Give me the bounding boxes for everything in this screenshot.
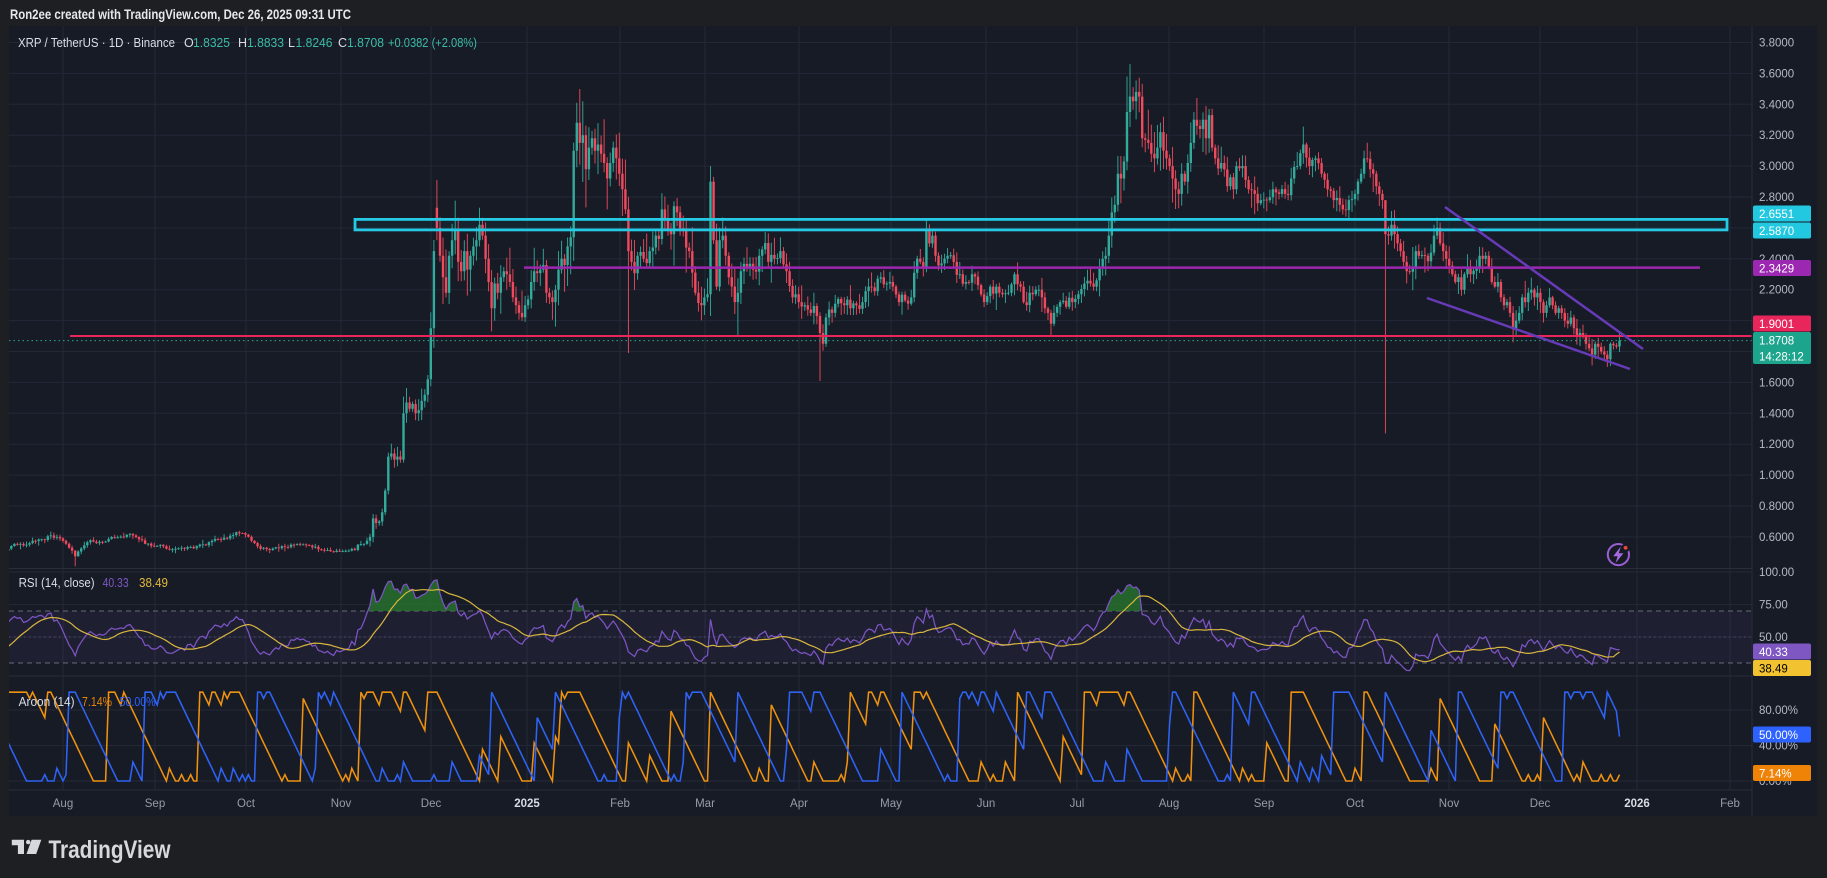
svg-text:3.8000: 3.8000: [1759, 38, 1794, 50]
svg-text:O: O: [184, 36, 194, 50]
svg-text:Apr: Apr: [790, 798, 808, 810]
svg-text:Nov: Nov: [1439, 798, 1460, 810]
svg-text:L: L: [288, 36, 295, 50]
svg-text:2.5870: 2.5870: [1759, 226, 1794, 238]
svg-text:Aug: Aug: [1159, 798, 1179, 810]
svg-text:1.8325: 1.8325: [193, 36, 230, 50]
svg-text:50.00%: 50.00%: [120, 695, 156, 709]
svg-text:H: H: [238, 36, 247, 50]
svg-text:3.0000: 3.0000: [1759, 161, 1794, 173]
svg-text:80.00%: 80.00%: [1759, 705, 1798, 717]
svg-text:Feb: Feb: [1720, 798, 1740, 810]
svg-text:Ron2ee created with TradingVie: Ron2ee created with TradingView.com, Dec…: [10, 6, 351, 22]
svg-text:XRP / TetherUS · 1D · Binance: XRP / TetherUS · 1D · Binance: [18, 36, 175, 50]
svg-text:Aug: Aug: [53, 798, 73, 810]
svg-text:2.2000: 2.2000: [1759, 285, 1794, 297]
svg-text:1.8708: 1.8708: [347, 36, 384, 50]
svg-text:50.00: 50.00: [1759, 632, 1788, 644]
svg-text:2026: 2026: [1624, 798, 1650, 810]
svg-text:1.4000: 1.4000: [1759, 408, 1794, 420]
svg-text:+0.0382 (+2.08%): +0.0382 (+2.08%): [388, 36, 477, 50]
svg-text:Oct: Oct: [237, 798, 256, 810]
svg-text:40.00%: 40.00%: [1759, 741, 1798, 753]
svg-text:May: May: [880, 798, 902, 810]
svg-text:0.6000: 0.6000: [1759, 532, 1794, 544]
svg-text:3.4000: 3.4000: [1759, 99, 1794, 111]
svg-text:2025: 2025: [514, 798, 540, 810]
svg-text:1.6000: 1.6000: [1759, 377, 1794, 389]
svg-text:Dec: Dec: [421, 798, 442, 810]
svg-text:38.49: 38.49: [1759, 664, 1788, 676]
svg-text:Sep: Sep: [1254, 798, 1274, 810]
svg-text:100.00: 100.00: [1759, 567, 1794, 579]
svg-text:1.8246: 1.8246: [296, 36, 333, 50]
svg-text:Mar: Mar: [695, 798, 715, 810]
svg-text:Nov: Nov: [331, 798, 352, 810]
svg-text:2.3429: 2.3429: [1759, 264, 1794, 276]
svg-text:3.6000: 3.6000: [1759, 68, 1794, 80]
svg-text:0.8000: 0.8000: [1759, 501, 1794, 513]
svg-text:1.9001: 1.9001: [1759, 319, 1794, 331]
svg-text:Jul: Jul: [1070, 798, 1085, 810]
svg-text:2.8000: 2.8000: [1759, 192, 1794, 204]
svg-text:7.14%: 7.14%: [1759, 769, 1792, 781]
svg-text:TradingView: TradingView: [49, 836, 171, 864]
svg-text:1.0000: 1.0000: [1759, 470, 1794, 482]
svg-text:40.33: 40.33: [1759, 647, 1788, 659]
svg-text:3.2000: 3.2000: [1759, 130, 1794, 142]
svg-text:RSI (14, close): RSI (14, close): [19, 576, 95, 590]
svg-text:Jun: Jun: [977, 798, 996, 810]
svg-text:7.14%: 7.14%: [82, 695, 112, 709]
svg-text:50.00%: 50.00%: [1759, 730, 1798, 742]
svg-text:Aroon (14): Aroon (14): [19, 695, 75, 709]
svg-text:14:28:12: 14:28:12: [1759, 352, 1804, 364]
svg-text:Feb: Feb: [610, 798, 630, 810]
svg-text:Sep: Sep: [145, 798, 165, 810]
svg-text:C: C: [338, 36, 347, 50]
svg-text:Dec: Dec: [1530, 798, 1551, 810]
svg-text:38.49: 38.49: [139, 576, 168, 590]
svg-text:1.8833: 1.8833: [247, 36, 284, 50]
svg-text:40.33: 40.33: [103, 576, 129, 590]
svg-text:1.2000: 1.2000: [1759, 439, 1794, 451]
svg-text:2.6551: 2.6551: [1759, 209, 1794, 221]
svg-text:Oct: Oct: [1346, 798, 1365, 810]
svg-text:75.00: 75.00: [1759, 600, 1788, 612]
svg-text:1.8708: 1.8708: [1759, 336, 1794, 348]
